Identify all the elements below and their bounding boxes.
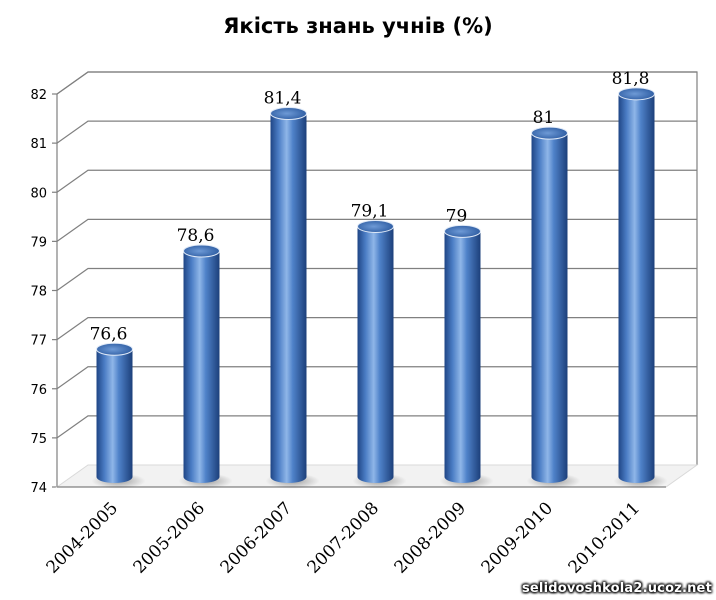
bar <box>96 349 133 483</box>
bar-cap <box>531 126 568 140</box>
bar <box>531 133 568 483</box>
gridline <box>56 317 697 341</box>
x-tick-label: 2007-2008 <box>304 498 383 577</box>
data-label: 79 <box>446 206 468 226</box>
bar-cap <box>618 87 655 101</box>
bar-cap <box>270 106 307 120</box>
y-tick-label: 74 <box>30 481 47 496</box>
bar <box>444 231 481 483</box>
data-label: 81 <box>533 108 555 128</box>
data-label: 78,6 <box>177 226 215 246</box>
bar-cap <box>357 219 394 233</box>
gridline <box>56 415 697 439</box>
bar-cap <box>96 342 133 356</box>
bar <box>270 113 307 483</box>
data-label: 81,8 <box>612 69 650 89</box>
y-tick-label: 76 <box>30 383 47 398</box>
bar <box>357 226 394 483</box>
x-tick-label: 2008-2009 <box>391 498 470 577</box>
gridline <box>56 71 697 95</box>
bar-cap <box>183 244 220 258</box>
bar <box>183 251 220 483</box>
y-tick-label: 77 <box>30 334 47 349</box>
data-label: 76,6 <box>90 324 128 344</box>
y-tick-label: 75 <box>30 432 47 447</box>
x-tick-label: 2009-2010 <box>478 498 557 577</box>
gridline <box>56 366 697 390</box>
gridline <box>56 267 697 291</box>
gridline <box>56 169 697 193</box>
x-tick-label: 2004-2005 <box>43 498 122 577</box>
x-tick-label: 2006-2007 <box>217 498 296 577</box>
y-tick-label: 78 <box>30 285 47 300</box>
data-label: 81,4 <box>264 88 302 108</box>
y-tick-label: 81 <box>30 137 47 152</box>
x-tick-label: 2010-2011 <box>565 498 644 577</box>
data-label: 79,1 <box>351 201 389 221</box>
y-tick-label: 80 <box>30 186 47 201</box>
x-tick-label: 2005-2006 <box>130 498 209 577</box>
gridline <box>56 218 697 242</box>
y-tick-label: 79 <box>30 235 47 250</box>
bar <box>618 93 655 483</box>
watermark: selidovoshkola2.ucoz.net <box>521 581 712 596</box>
gridline <box>56 120 697 144</box>
bar-cap <box>444 224 481 238</box>
y-tick-label: 82 <box>30 88 47 103</box>
chart-title: Якість знань учнів (%) <box>223 14 493 38</box>
